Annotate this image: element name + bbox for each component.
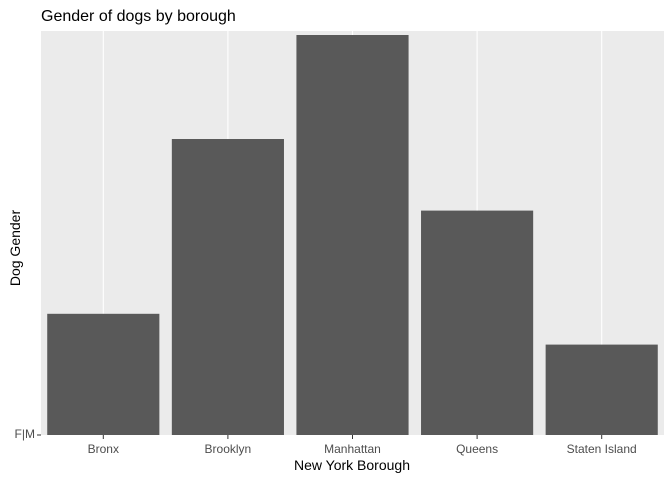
bars <box>47 35 658 435</box>
y-axis-ticks: F|M <box>15 427 41 441</box>
x-axis-ticks: Bronx Brooklyn Manhattan Queens Staten Islan… <box>88 435 637 456</box>
x-axis-title: New York Borough <box>294 457 410 473</box>
x-tick-label: Manhattan <box>324 442 381 456</box>
y-axis-title: Dog Gender <box>7 210 23 287</box>
x-tick-label: Staten Island <box>567 442 637 456</box>
bar <box>171 139 284 435</box>
bar <box>421 210 534 435</box>
chart-title: Gender of dogs by borough <box>41 8 236 25</box>
bar <box>47 313 160 435</box>
y-tick-label: F|M <box>15 427 35 441</box>
bar <box>296 35 409 435</box>
x-tick-label: Brooklyn <box>205 442 252 456</box>
x-tick-label: Queens <box>456 442 498 456</box>
bar <box>545 344 658 435</box>
x-tick-label: Bronx <box>88 442 119 456</box>
